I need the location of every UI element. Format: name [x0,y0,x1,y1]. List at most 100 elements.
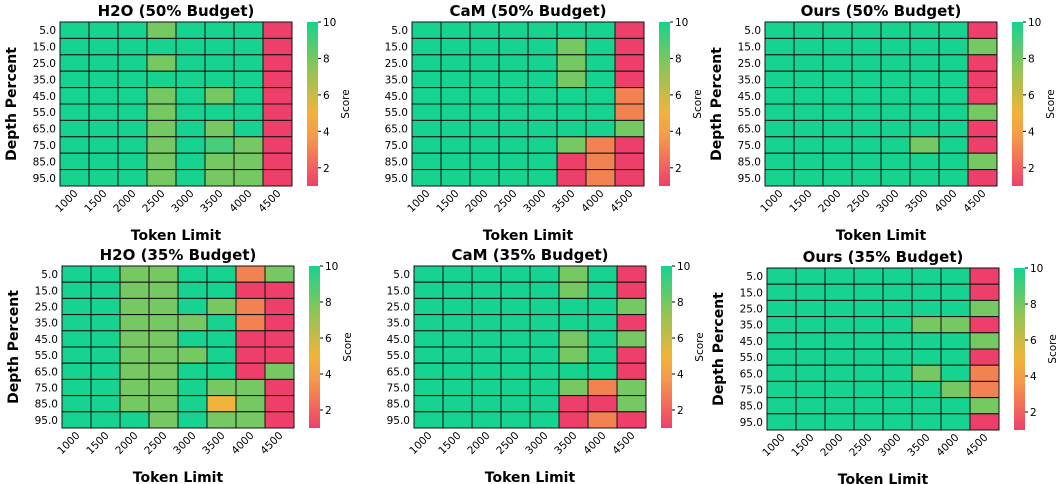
y-axis-label: Depth Percent [709,47,725,161]
heatmap-cell [413,411,444,429]
heatmap-cell [204,119,235,138]
colorbar-tick-label: 2 [677,405,684,417]
heatmap-cell [264,330,295,348]
heatmap-cell [233,136,264,154]
heatmap-cell [262,169,293,187]
heatmap-cell [853,316,884,334]
heatmap-cell [442,297,473,316]
heatmap-cell [614,152,645,171]
heatmap-cell [264,362,295,380]
heatmap-cell [500,378,531,397]
x-tick-label: 2500 [492,188,519,215]
heatmap-cell [587,297,618,316]
heatmap-cell [585,103,616,121]
heatmap-cell [442,411,473,429]
heatmap-cell [587,314,618,332]
heatmap-cell [911,413,942,431]
heatmap-cell [61,330,92,348]
heatmap-cell [764,37,795,56]
heatmap-cell [469,152,500,171]
x-tick-label: 1000 [55,430,82,457]
heatmap-cell [61,265,92,283]
heatmap-cell [146,152,177,171]
heatmap-cell [233,70,264,89]
heatmap-cell [764,152,795,171]
colorbar-tick-label: 2 [1030,407,1037,419]
y-tick-label: 55.0 [385,107,408,119]
heatmap-cell [585,70,616,89]
x-tick-label: 2000 [113,430,140,457]
heatmap-cell [585,152,616,171]
colorbar-tick-label: 4 [1028,126,1035,138]
colorbar-tick-label: 10 [1028,17,1041,29]
heatmap-cell [822,87,853,105]
heatmap-cell [764,119,795,138]
heatmap-cell [940,413,971,431]
y-tick-label: 55.0 [35,350,58,362]
heatmap-cell [880,169,911,187]
heatmap-cell [556,169,587,187]
heatmap-cell [853,364,884,382]
x-tick-label: 2500 [140,188,167,215]
heatmap-cell [587,346,618,364]
heatmap-cell [795,283,826,301]
heatmap-cell [556,21,587,39]
heatmap-cell [614,169,645,187]
heatmap-cell [117,87,148,105]
heatmap-cell [558,330,589,348]
heatmap-cell [911,380,942,399]
heatmap-cell [882,316,913,334]
heatmap-cell [119,395,150,413]
heatmap-cell [413,378,444,397]
heatmap-cell [175,136,206,154]
colorbar-tick-label: 6 [325,333,332,345]
colorbar-label: Score [692,89,704,118]
heatmap-cell [614,21,645,39]
heatmap-cell [967,103,998,121]
colorbar-tick-label: 10 [1030,263,1043,275]
heatmap-cell [527,87,558,105]
heatmap-cell [440,70,471,89]
heatmap-cell [413,297,444,316]
heatmap-cell [440,169,471,187]
heatmap-cell [851,37,882,56]
heatmap-cell [766,348,797,366]
heatmap-cell [233,119,264,138]
heatmap-cell [967,87,998,105]
heatmap-cell [204,103,235,121]
y-tick-label: 45.0 [35,334,58,346]
heatmap-cell [59,169,90,187]
x-tick-label: 1000 [407,430,434,457]
heatmap-cell [793,152,824,171]
heatmap-cell [616,411,647,429]
heatmap-cell [880,87,911,105]
y-tick-label: 15.0 [740,287,763,299]
heatmap-cell [469,87,500,105]
heatmap-cell [882,283,913,301]
heatmap-panel: Ours (35% Budget) 5.0 15.0 25.0 35.0 45.0 55.0… [711,248,1058,484]
heatmap-cell [175,103,206,121]
heatmap-cell [558,265,589,283]
heatmap-cell [262,136,293,154]
x-tick-label: 3500 [552,430,579,457]
y-tick-label: 45.0 [387,334,410,346]
heatmap-cell [529,411,560,429]
heatmap-cell [206,265,237,283]
heatmap-cell [59,152,90,171]
colorbar-tick-label: 8 [1030,299,1037,311]
y-tick-label: 35.0 [387,318,410,330]
heatmap-cell [822,21,853,39]
heatmap-cell [766,364,797,382]
heatmap-cell [822,103,853,121]
x-tick-label: 2000 [816,188,843,215]
heatmap-cell [938,169,969,187]
colorbar-tick-label: 10 [323,17,336,29]
heatmap-cell [440,87,471,105]
heatmap-cell [795,364,826,382]
heatmap-cell [500,297,531,316]
heatmap-cell [529,330,560,348]
heatmap-cell [793,54,824,72]
heatmap-cell [824,316,855,334]
y-tick-label: 25.0 [387,302,410,314]
heatmap-cell [471,346,502,364]
